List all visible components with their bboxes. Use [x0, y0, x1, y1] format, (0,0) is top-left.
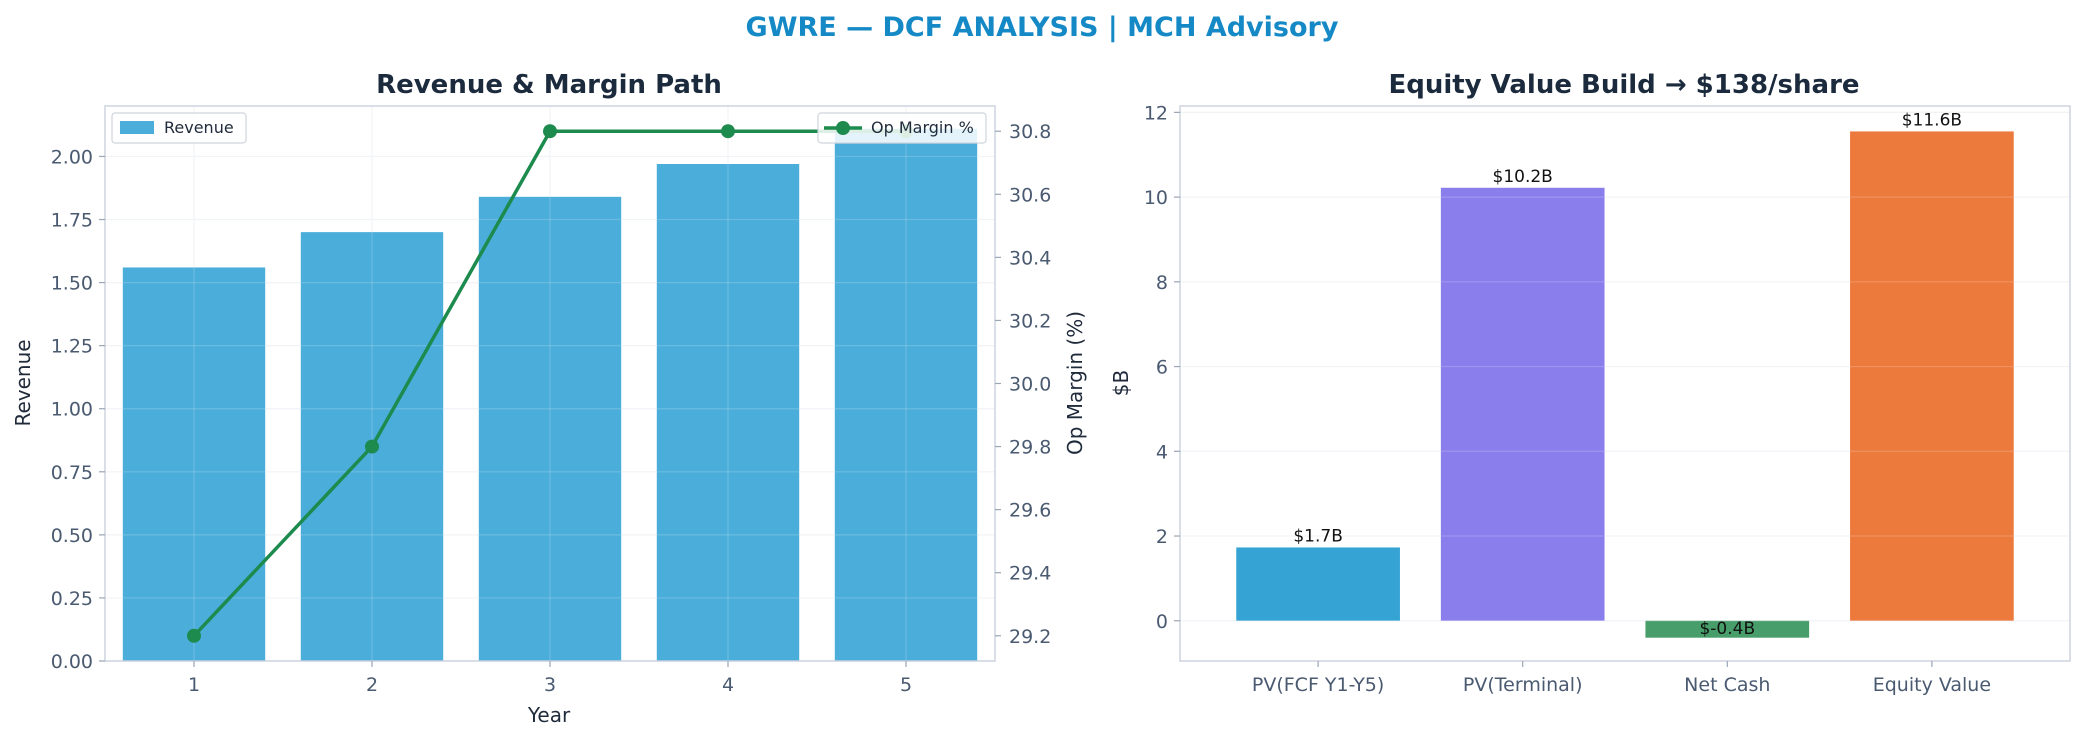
equity-bar-value-label: $10.2B [1493, 167, 1553, 187]
margin-point [187, 628, 201, 643]
equity-bar [1645, 620, 1810, 638]
margin-y-tick-label: 29.8 [1009, 437, 1051, 459]
revenue-y-tick-label: 0.25 [51, 588, 93, 610]
equity-y-tick-label: 2 [1156, 526, 1168, 548]
margin-y-axis-label: Op Margin (%) [1063, 311, 1087, 455]
equity-plot-frame [1179, 105, 2071, 662]
margin-legend-label: Op Margin % [871, 118, 974, 137]
revenue-y-tick-label: 1.75 [51, 210, 93, 232]
revenue-margin-chart: Revenue & Margin Path 0.00 0.25 0.50 0.75 1.… [11, 70, 1087, 727]
margin-point [365, 439, 379, 454]
revenue-x-axis-label: Year [527, 703, 571, 727]
revenue-chart-title: Revenue & Margin Path [376, 70, 722, 100]
revenue-bar [656, 164, 800, 662]
year-tick-label: 1 [188, 674, 200, 696]
equity-bar [1236, 547, 1400, 621]
margin-y-tick-label: 30.4 [1009, 247, 1051, 269]
revenue-legend-swatch [120, 121, 154, 134]
year-tick-label: 4 [722, 674, 734, 696]
revenue-y-tick-label: 1.25 [51, 336, 93, 358]
equity-bar-value-label: $11.6B [1902, 110, 1962, 130]
margin-y-tick-label: 30.8 [1009, 121, 1051, 143]
revenue-y-tick-label: 1.00 [51, 399, 93, 421]
margin-legend: Op Margin % [817, 112, 987, 144]
margin-y-tick-label: 29.2 [1009, 626, 1051, 648]
year-tick-label: 3 [544, 674, 556, 696]
revenue-y-tick-label: 0.75 [51, 462, 93, 484]
equity-y-axis-label: $B [1109, 370, 1133, 396]
equity-bar-value-label: $-0.4B [1699, 619, 1755, 639]
equity-x-tick-label: Net Cash [1684, 674, 1770, 696]
equity-chart-title: Equity Value Build → $138/share [1388, 70, 1859, 100]
equity-bar [1440, 187, 1605, 621]
figure-title: GWRE — DCF ANALYSIS | MCH Advisory [746, 12, 1339, 43]
revenue-y-axis-label: Revenue [11, 339, 35, 426]
revenue-legend: Revenue [111, 112, 247, 144]
equity-x-tick-label: PV(Terminal) [1463, 674, 1583, 696]
margin-y-tick-label: 29.6 [1009, 500, 1051, 522]
revenue-bar [834, 128, 978, 662]
equity-bar [1850, 131, 2014, 621]
margin-y-tick-label: 30.2 [1009, 310, 1051, 332]
year-tick-label: 2 [366, 674, 378, 696]
revenue-bar [478, 196, 622, 661]
equity-y-tick-label: 10 [1144, 187, 1168, 209]
equity-y-tick-label: 8 [1156, 272, 1168, 294]
margin-point [543, 124, 557, 139]
revenue-bar [122, 267, 266, 661]
equity-x-tick-label: Equity Value [1873, 674, 1991, 696]
equity-y-tick-label: 4 [1156, 441, 1168, 463]
equity-y-tick-label: 6 [1156, 357, 1168, 379]
revenue-y-tick-label: 0.00 [51, 651, 93, 673]
equity-bar-value-label: $1.7B [1293, 526, 1343, 546]
equity-build-chart: Equity Value Build → $138/share $1.7B $10… [1109, 70, 2071, 696]
margin-y-tick-label: 29.4 [1009, 563, 1051, 585]
equity-y-tick-label: 12 [1144, 102, 1168, 124]
margin-y-tick-label: 30.0 [1009, 374, 1051, 396]
equity-x-tick-label: PV(FCF Y1-Y5) [1252, 674, 1384, 696]
revenue-y-tick-label: 1.50 [51, 273, 93, 295]
revenue-y-tick-label: 0.50 [51, 525, 93, 547]
revenue-y-tick-label: 2.00 [51, 146, 93, 168]
revenue-legend-label: Revenue [164, 118, 234, 137]
margin-legend-marker [836, 121, 850, 135]
year-tick-label: 5 [900, 674, 912, 696]
equity-y-tick-label: 0 [1156, 611, 1168, 633]
margin-y-tick-label: 30.6 [1009, 184, 1051, 206]
margin-point [721, 124, 735, 139]
